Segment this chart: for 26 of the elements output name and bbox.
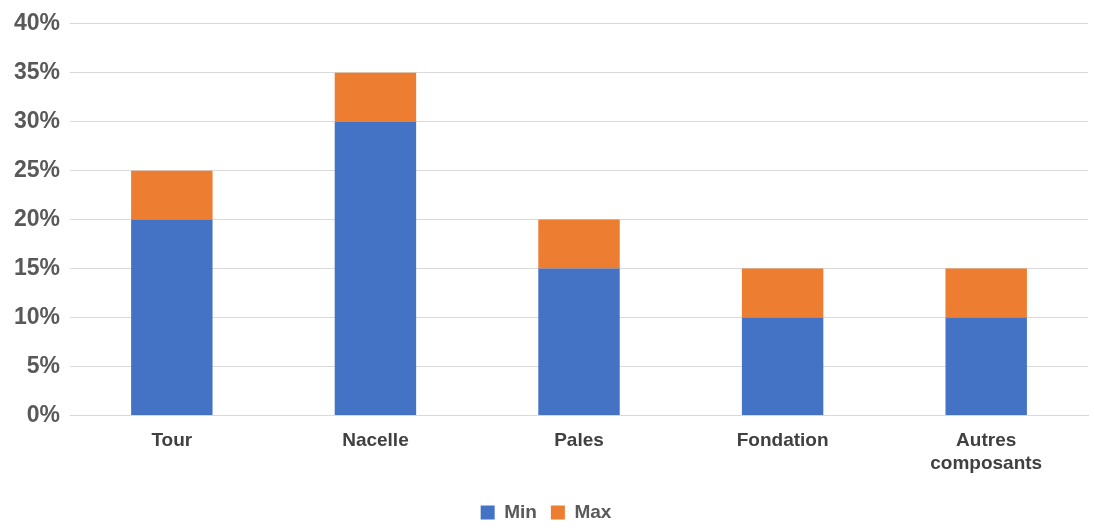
y-tick-label: 25% <box>13 155 61 182</box>
x-tick-label: Autres composants <box>930 429 1043 473</box>
y-tick-label: 40% <box>13 9 61 36</box>
y-tick-label: 10% <box>13 302 61 329</box>
bar <box>945 317 1027 415</box>
bar <box>334 121 417 415</box>
y-tick-label: 0% <box>26 400 61 427</box>
y-tick-label: 35% <box>13 58 61 85</box>
bar <box>741 268 824 318</box>
legend-label: Max <box>574 500 612 522</box>
x-tick-label: Pales <box>554 429 604 451</box>
bar <box>334 72 417 122</box>
bar <box>131 170 213 220</box>
x-tick-label: Tour <box>151 429 193 451</box>
x-tick-label: Nacelle <box>342 429 409 451</box>
bar <box>131 219 213 415</box>
bar <box>741 317 824 415</box>
y-tick-label: 15% <box>13 253 61 280</box>
legend-label: Min <box>504 500 537 522</box>
y-tick-label: 20% <box>13 204 61 231</box>
bar <box>945 268 1027 318</box>
bar <box>538 219 620 269</box>
y-tick-label: 5% <box>26 351 61 378</box>
y-tick-label: 30% <box>13 107 61 134</box>
bar <box>538 268 620 415</box>
x-tick-label: Fondation <box>736 429 829 451</box>
